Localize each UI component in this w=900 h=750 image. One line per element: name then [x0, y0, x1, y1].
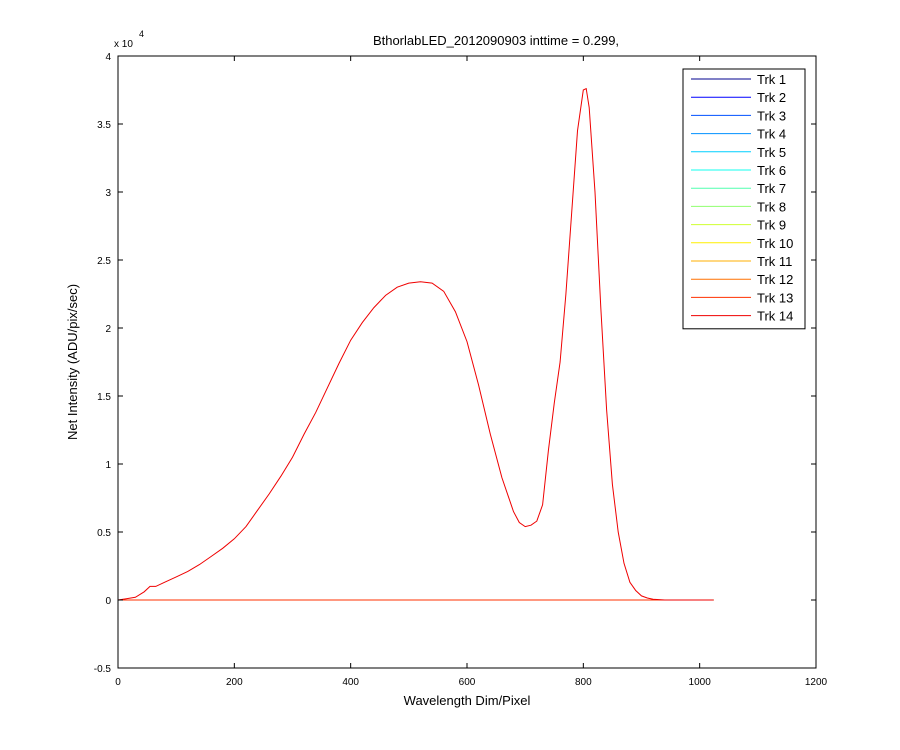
- x-tick-label: 0: [115, 677, 121, 688]
- y-tick-label: 3.5: [97, 120, 111, 131]
- legend-label: Trk 8: [757, 199, 786, 214]
- x-tick-label: 200: [226, 677, 243, 688]
- series-line-trk-14: [117, 87, 714, 601]
- legend-label: Trk 1: [757, 72, 786, 87]
- y-tick-label: 0.5: [97, 528, 111, 539]
- x-ticks: 0 200 400 600 800 1000 1200: [115, 56, 828, 688]
- x-tick-label: 1200: [805, 677, 828, 688]
- y-tick-label: 2.5: [97, 256, 111, 267]
- x-tick-label: 600: [459, 677, 476, 688]
- x-axis-label: Wavelength Dim/Pixel: [404, 693, 531, 708]
- legend-label: Trk 10: [757, 236, 793, 251]
- y-ticks: -0.5 0 0.5 1 1.5 2 2.5 3 3.5 4: [94, 52, 816, 675]
- legend-label: Trk 9: [757, 218, 786, 233]
- legend-label: Trk 13: [757, 290, 793, 305]
- y-multiplier-base: x 10: [114, 39, 133, 50]
- legend: Trk 1 Trk 2 Trk 3 Trk 4 Trk 5 Trk 6 Trk 7 Trk 8…: [682, 68, 806, 330]
- y-tick-label: 0: [105, 596, 111, 607]
- legend-label: Trk 7: [757, 181, 786, 196]
- legend-label: Trk 3: [757, 108, 786, 123]
- legend-label: Trk 4: [757, 127, 786, 142]
- y-tick-label: 4: [105, 52, 111, 63]
- legend-label: Trk 14: [757, 309, 793, 324]
- legend-label: Trk 11: [757, 254, 792, 269]
- y-tick-label: 1.5: [97, 392, 111, 403]
- x-tick-label: 400: [342, 677, 359, 688]
- y-tick-label: 2: [105, 324, 111, 335]
- x-tick-label: 800: [575, 677, 592, 688]
- y-tick-label: 1: [105, 460, 111, 471]
- x-tick-label: 1000: [689, 677, 712, 688]
- legend-label: Trk 6: [757, 163, 786, 178]
- y-axis-label: Net Intensity (ADU/pix/sec): [65, 284, 80, 440]
- y-multiplier-exponent: 4: [139, 29, 144, 39]
- legend-label: Trk 12: [757, 272, 793, 287]
- legend-label: Trk 2: [757, 90, 786, 105]
- y-axis-multiplier: x 10 4: [114, 29, 144, 50]
- legend-box: [682, 68, 806, 330]
- series-layer: [117, 87, 714, 601]
- y-tick-label: 3: [105, 188, 111, 199]
- legend-label: Trk 5: [757, 145, 786, 160]
- chart-title: BthorlabLED_2012090903 inttime = 0.299,: [373, 33, 619, 48]
- y-tick-label: -0.5: [94, 664, 112, 675]
